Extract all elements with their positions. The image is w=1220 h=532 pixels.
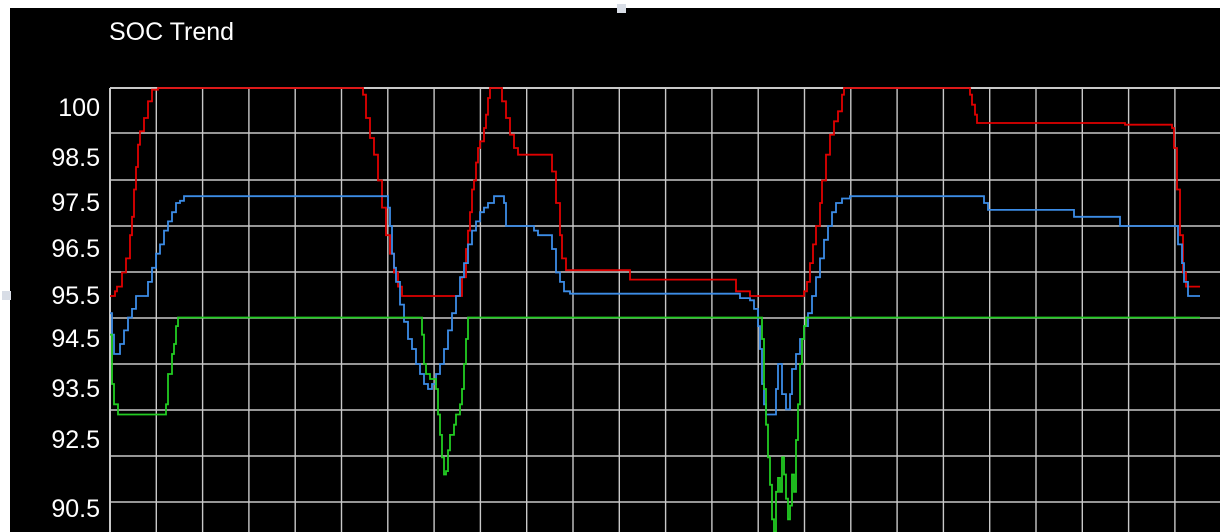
y-tick-label: 92.5 (51, 426, 100, 454)
series-line-0 (110, 87, 1200, 297)
y-tick-label: 96.5 (51, 235, 100, 263)
panel-corner-top (617, 4, 626, 13)
y-tick-label: 100 (58, 94, 100, 122)
series-line-2 (110, 316, 1200, 532)
y-tick-label: 94.5 (51, 325, 100, 353)
y-tick-label: 93.5 (51, 375, 100, 403)
y-tick-label: 90.5 (51, 495, 100, 523)
y-tick-label: 97.5 (51, 189, 100, 217)
chart-title: SOC Trend (109, 18, 235, 46)
panel-corner-left (2, 291, 11, 300)
y-tick-label: 98.5 (51, 144, 100, 172)
chart-grid (109, 87, 1220, 532)
chart-series (110, 87, 1200, 532)
y-tick-label: 95.5 (51, 282, 100, 310)
series-line-1 (110, 195, 1200, 416)
